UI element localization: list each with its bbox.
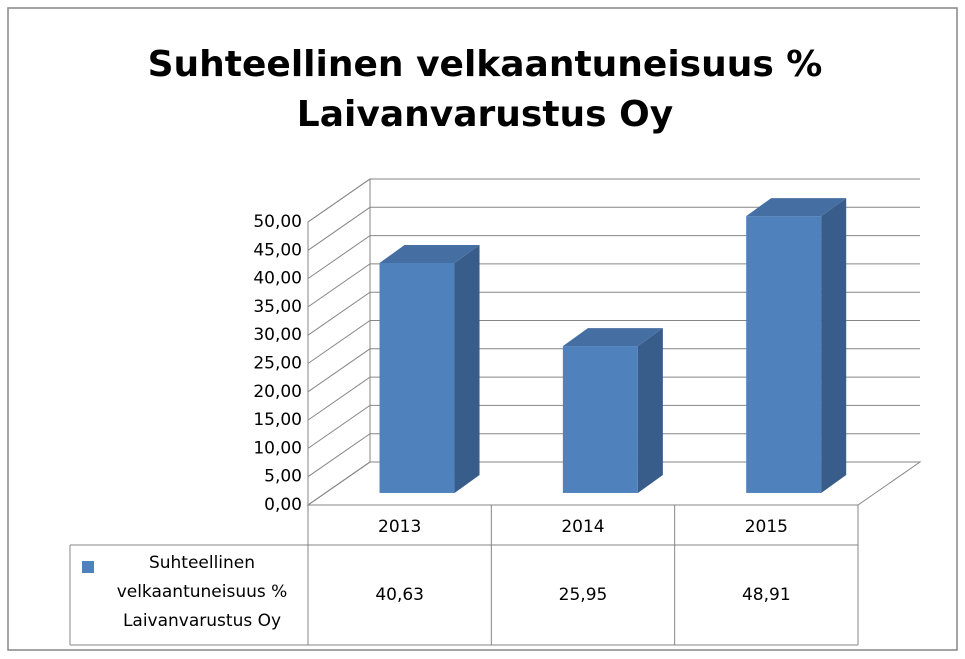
grid-line (307, 404, 920, 449)
y-tick-label: 20,00 (253, 382, 302, 402)
bar-top (379, 244, 480, 263)
bar-front (746, 216, 822, 493)
grid-line (307, 320, 920, 364)
bar (379, 244, 480, 493)
legend-swatch (82, 561, 94, 573)
bar-top (746, 198, 847, 217)
bar-top (562, 328, 663, 347)
grid-line (307, 263, 920, 308)
y-tick-label: 30,00 (253, 325, 302, 345)
grid-line (307, 376, 920, 421)
table-value: 40,63 (375, 585, 424, 605)
y-tick-label: 0,00 (264, 495, 302, 515)
grid-line (307, 461, 920, 506)
y-tick-label: 40,00 (253, 269, 302, 289)
grid-line (307, 178, 920, 223)
table-value: 25,95 (559, 585, 608, 605)
chart-title: Suhteellinen velkaantuneisuus % Laivanva… (147, 44, 823, 135)
plot: 0,00 5,00 10,00 15,00 20,00 25,00 30,00 35,00 40… (69, 178, 922, 646)
grid-line (307, 291, 920, 336)
grid-line (307, 348, 920, 393)
bar-side (454, 244, 480, 493)
x-tick-label: 2013 (378, 517, 421, 537)
title-box: Suhteellinen velkaantuneisuus % Laivanva… (147, 44, 823, 135)
grid-line (307, 433, 920, 478)
y-tick-label: 35,00 (253, 297, 302, 317)
y-tick-label: 15,00 (253, 410, 302, 430)
bar (562, 328, 663, 493)
bar (746, 198, 847, 493)
y-tick-label: 50,00 (253, 212, 302, 232)
bar-front (562, 346, 638, 493)
legend-label: Suhteellinen velkaantuneisuus % Laivanva… (116, 553, 288, 631)
table-value: 48,91 (742, 585, 791, 605)
y-tick-label: 5,00 (264, 467, 302, 487)
bar-side (821, 198, 847, 493)
legend-box: Suhteellinen velkaantuneisuus % Laivanva… (116, 553, 288, 631)
y-tick-label: 45,00 (253, 240, 302, 260)
y-tick-label: 25,00 (253, 354, 302, 374)
bar-front (379, 262, 455, 493)
x-tick-label: 2015 (745, 517, 788, 537)
x-tick-label: 2014 (561, 517, 604, 537)
grid-line (307, 206, 920, 251)
bar-side (637, 328, 663, 493)
y-tick-label: 10,00 (253, 438, 302, 458)
grid-line (307, 235, 920, 280)
